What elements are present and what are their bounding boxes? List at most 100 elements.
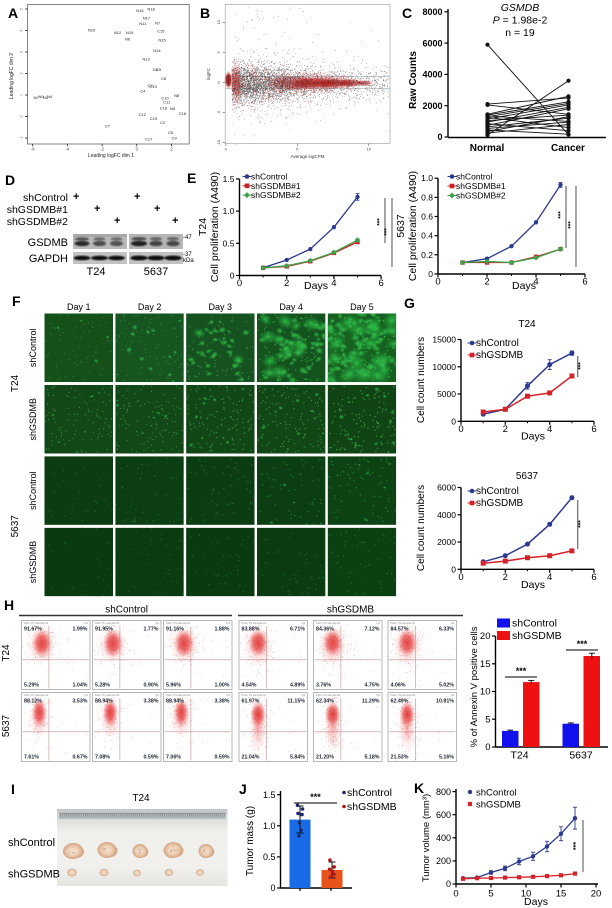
svg-text:1: 1 [20,94,24,96]
svg-text:4: 4 [547,572,552,583]
svg-text:C3: C3 [147,83,153,88]
svg-text:T24: T24 [1,644,12,662]
svg-text:Normal: Normal [470,143,505,154]
svg-text:N19: N19 [126,30,134,35]
svg-text:Leading logFC dim 2: Leading logFC dim 2 [9,53,15,99]
svg-text:shGSDMB#2: shGSDMB#2 [251,190,301,200]
svg-text:11.15%: 11.15% [287,699,305,705]
svg-text:Tube: P1 sample-01: Tube: P1 sample-01 [166,693,192,697]
svg-text:0: 0 [451,564,456,574]
svg-text:600: 600 [436,810,451,820]
svg-text:2000: 2000 [422,101,442,111]
svg-text:N7: N7 [155,20,161,25]
svg-text:Leading logFC dim 1: Leading logFC dim 1 [88,153,134,159]
svg-text:21.04%: 21.04% [242,755,260,761]
svg-text:C12: C12 [139,112,147,117]
svg-text:***: *** [577,639,588,649]
svg-text:Days: Days [304,280,328,292]
svg-text:Tube: P1 sample-01: Tube: P1 sample-01 [24,621,50,625]
svg-text:5.28%: 5.28% [95,683,110,689]
svg-text:3.53%: 3.53% [72,699,87,705]
svg-text:5.29%: 5.29% [24,683,39,689]
svg-text:0: 0 [237,278,242,289]
svg-text:C16: C16 [179,111,187,116]
svg-text:0.59%: 0.59% [143,755,158,761]
svg-text:Tube: P1 sample-01: Tube: P1 sample-01 [390,693,416,697]
svg-text:shControl: shControl [251,172,287,182]
svg-text:0: 0 [451,416,456,426]
svg-text:N10: N10 [88,28,96,33]
svg-text:1.99%: 1.99% [72,627,87,633]
svg-text:Day 2: Day 2 [138,302,162,312]
svg-text:62.49%: 62.49% [391,699,409,705]
svg-text:***: *** [310,792,321,802]
svg-text:7.08%: 7.08% [95,755,110,761]
svg-text:shControl: shControl [456,172,492,182]
svg-text:Q1: Q1 [155,621,159,625]
svg-text:Day 5: Day 5 [350,302,374,312]
svg-text:4.06%: 4.06% [391,683,406,689]
svg-text:2: 2 [503,572,508,583]
svg-text:-1: -1 [20,136,24,139]
svg-text:N16: N16 [136,8,144,13]
svg-text:N5: N5 [170,106,176,111]
svg-text:Q1: Q1 [302,621,306,625]
svg-text:Tube: P1 sample-01: Tube: P1 sample-01 [316,693,342,697]
svg-text:Days: Days [521,579,545,591]
svg-text:C2: C2 [160,120,166,125]
svg-text:C19: C19 [150,116,158,121]
svg-text:7.06%: 7.06% [166,755,181,761]
svg-text:5637: 5637 [569,750,593,762]
svg-text:4: 4 [20,29,24,31]
svg-text:Tube: P1 sample-01: Tube: P1 sample-01 [166,621,192,625]
svg-text:N9: N9 [38,94,44,99]
svg-text:J: J [239,781,247,797]
svg-text:***: *** [568,221,575,229]
svg-text:6: 6 [378,278,383,289]
svg-text:10: 10 [480,687,491,698]
svg-text:5.18%: 5.18% [364,755,379,761]
svg-text:N14: N14 [153,48,161,53]
svg-text:2000: 2000 [437,537,456,547]
svg-text:***: *** [384,228,391,236]
svg-text:4000: 4000 [437,510,456,520]
svg-text:5: 5 [20,8,24,10]
svg-text:Q1: Q1 [155,693,159,697]
svg-text:5637: 5637 [10,515,21,538]
svg-text:21.53%: 21.53% [391,755,409,761]
svg-text:88.94%: 88.94% [95,699,113,705]
svg-text:10: 10 [521,889,532,900]
svg-text:0: 0 [428,269,433,279]
svg-text:0: 0 [225,147,228,152]
svg-text:shControl: shControl [28,471,38,510]
svg-text:1.77%: 1.77% [143,627,158,633]
svg-text:n = 19: n = 19 [505,27,535,39]
svg-text:A: A [8,5,18,21]
svg-text:Q1: Q1 [226,693,230,697]
svg-text:800: 800 [436,787,451,797]
svg-text:0: 0 [453,889,458,900]
svg-text:0: 0 [458,424,463,435]
svg-text:shControl: shControl [347,787,392,799]
svg-text:Days: Days [512,280,536,292]
svg-text:6000: 6000 [422,38,442,48]
svg-text:20: 20 [480,631,491,642]
svg-text:Tube: P1 sample-01: Tube: P1 sample-01 [241,621,267,625]
svg-text:logFC: logFC [206,67,211,80]
svg-text:Cell proliferation (A490): Cell proliferation (A490) [407,171,419,281]
svg-text:0.59%: 0.59% [214,755,229,761]
svg-text:2: 2 [20,72,24,74]
svg-text:6: 6 [582,277,587,288]
svg-text:200: 200 [436,856,451,866]
svg-text:C5: C5 [168,130,174,135]
svg-text:0: 0 [136,147,139,152]
svg-text:Q1: Q1 [376,621,380,625]
svg-text:shGSDMB: shGSDMB [347,801,397,813]
svg-text:shGSDMB: shGSDMB [476,350,524,361]
svg-text:T24: T24 [518,319,536,330]
svg-text:Days: Days [521,431,545,443]
svg-text:0: 0 [216,81,221,84]
svg-text:Tube: P1 sample-01: Tube: P1 sample-01 [316,621,342,625]
svg-text:Q1: Q1 [84,693,88,697]
svg-text:shControl: shControl [512,618,557,630]
